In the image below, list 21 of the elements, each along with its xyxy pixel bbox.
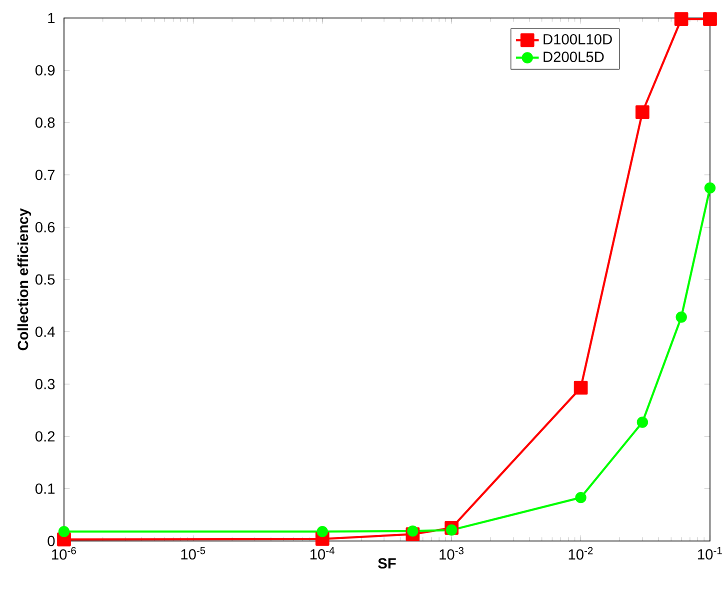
y-tick-label: 0.9	[35, 65, 55, 76]
x-tick-label: 10$^{-1}$	[698, 547, 722, 560]
x-tick-label: 10$^{-2}$	[568, 547, 593, 560]
legend-label: D200L5D	[544, 52, 604, 62]
y-tick-label: 0.8	[35, 117, 55, 128]
y-tick-label: 0.6	[35, 222, 55, 232]
y-tick-label: 0	[48, 536, 55, 546]
y-tick-label: 0.4	[35, 326, 55, 337]
y-tick-label: 0.1	[35, 484, 55, 494]
y-tick-label: 1	[48, 12, 55, 24]
x-tick-label: 10$^{-6}$	[52, 547, 76, 560]
x-tick-label: 10$^{-4}$	[310, 547, 334, 560]
x-tick-label: 10$^{-3}$	[440, 547, 464, 560]
legend-label: D100L10D	[544, 34, 612, 44]
y-tick-label: 0.3	[35, 378, 55, 390]
y-tick-label: 0.5	[35, 274, 55, 285]
x-axis-title: SF	[378, 558, 396, 569]
x-tick-label: 10$^{-5}$	[181, 547, 206, 560]
y-tick-label: 0.7	[35, 170, 55, 180]
y-tick-label: 0.2	[35, 431, 55, 442]
y-axis-title: Collection efficiency	[17, 208, 32, 350]
